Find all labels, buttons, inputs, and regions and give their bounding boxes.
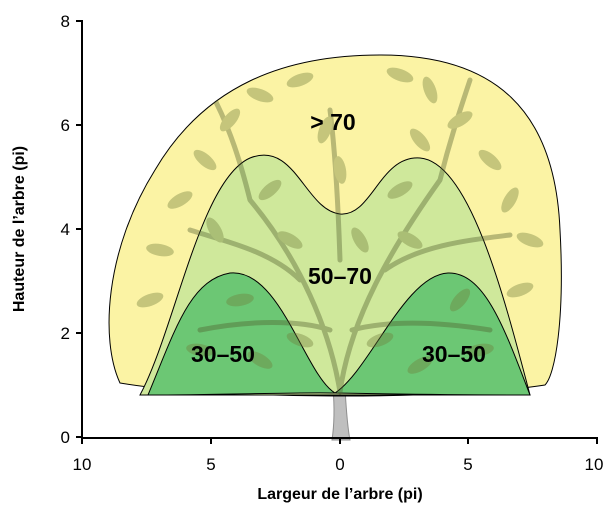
zone-inner-right-30-50 xyxy=(333,272,531,396)
zone-label-inner-left: 30–50 xyxy=(191,341,255,367)
x-tick-label: 10 xyxy=(73,455,92,474)
zone-label-inner-right: 30–50 xyxy=(422,341,486,367)
x-tick-label: 0 xyxy=(335,455,344,474)
y-axis xyxy=(76,20,83,438)
zone-inner-left-30-50 xyxy=(147,272,337,396)
y-tick-label: 4 xyxy=(61,220,70,239)
y-tick-label: 2 xyxy=(61,324,70,343)
x-axis xyxy=(81,437,598,444)
y-tick-label: 0 xyxy=(61,428,70,447)
x-tick-label: 5 xyxy=(463,455,472,474)
x-tick-label: 5 xyxy=(206,455,215,474)
y-axis-title: Hauteur de l’arbre (pi) xyxy=(11,146,28,312)
x-tick-label: 10 xyxy=(585,455,604,474)
y-tick-label: 8 xyxy=(61,12,70,31)
zone-label-outer: > 70 xyxy=(310,109,355,135)
tree-illustration-icon xyxy=(136,67,544,395)
zone-label-middle: 50–70 xyxy=(308,263,372,289)
y-tick-label: 6 xyxy=(61,116,70,135)
x-axis-title: Largeur de l’arbre (pi) xyxy=(257,486,422,503)
